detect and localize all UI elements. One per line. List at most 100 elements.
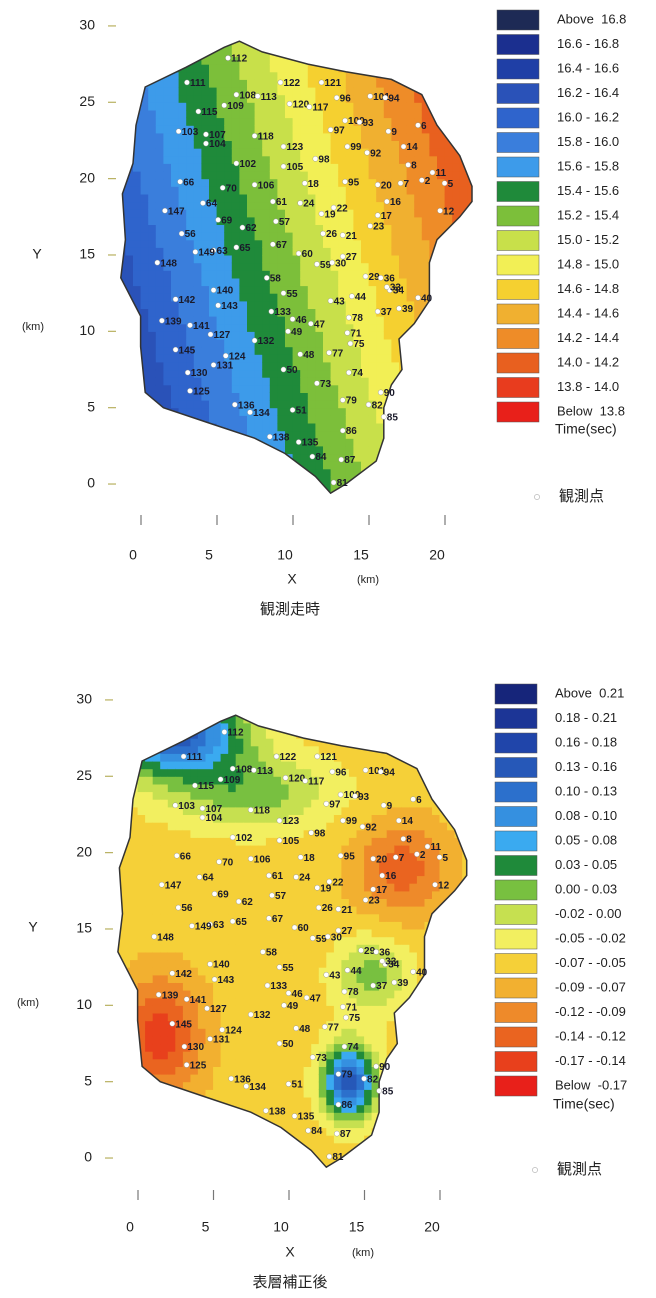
contour-cell — [171, 384, 180, 393]
contour-cell — [193, 102, 202, 111]
contour-cell — [273, 783, 282, 793]
contour-cell — [399, 445, 408, 455]
contour-cell — [117, 997, 124, 1006]
contour-cell — [175, 890, 184, 899]
contour-cell — [323, 484, 332, 493]
contour-cell — [140, 132, 149, 141]
contour-cell — [117, 1135, 124, 1144]
contour-cell — [353, 255, 362, 264]
contour-cell — [163, 216, 172, 225]
contour-cell — [467, 453, 473, 462]
contour-cell — [303, 799, 312, 808]
contour-cell — [288, 845, 297, 854]
contour-cell — [152, 829, 161, 838]
contour-cell — [277, 407, 286, 416]
contour-cell — [429, 415, 438, 424]
contour-cell — [383, 453, 392, 462]
contour-cell — [338, 117, 347, 126]
contour-cell — [277, 117, 286, 126]
contour-cell — [216, 193, 225, 203]
contour-cell — [209, 224, 218, 233]
y-tick-label: 20 — [79, 169, 95, 185]
contour-cell — [345, 140, 354, 149]
contour-cell — [182, 822, 192, 831]
contour-cell — [213, 944, 222, 953]
contour-cell — [414, 26, 422, 34]
contour-cell — [285, 415, 294, 424]
contour-cell — [228, 806, 237, 815]
contour-cell — [163, 277, 172, 287]
contour-cell — [315, 155, 324, 164]
contour-cell — [239, 155, 248, 164]
contour-cell — [197, 898, 207, 907]
contour-cell — [437, 308, 446, 317]
contour-cell — [155, 148, 164, 157]
contour-cell — [353, 109, 362, 119]
contour-cell — [361, 438, 370, 447]
contour-cell — [239, 102, 248, 111]
contour-cell — [171, 239, 180, 248]
contour-cell — [300, 407, 309, 416]
contour-cell — [262, 400, 271, 409]
contour-cell — [265, 951, 275, 961]
contour-cell — [193, 476, 202, 485]
contour-cell — [120, 484, 126, 493]
contour-cell — [315, 316, 324, 325]
contour-cell — [330, 354, 339, 363]
contour-cell — [307, 201, 316, 210]
contour-cell — [171, 308, 180, 317]
contour-cell — [250, 715, 259, 716]
contour-cell — [140, 361, 149, 371]
station-label: 47 — [314, 319, 326, 330]
contour-cell — [231, 94, 240, 103]
contour-cell — [155, 323, 164, 332]
contour-cell — [383, 232, 392, 241]
contour-cell — [475, 34, 483, 42]
contour-cell — [133, 56, 142, 65]
contour-cell — [391, 64, 400, 73]
contour-cell — [125, 239, 134, 248]
contour-cell — [205, 745, 214, 754]
contour-cell — [281, 1013, 290, 1022]
contour-cell — [338, 384, 347, 393]
contour-cell — [311, 1074, 320, 1083]
contour-cell — [122, 715, 131, 716]
contour-cell — [137, 1112, 146, 1121]
contour-cell — [125, 64, 134, 73]
contour-cell — [330, 186, 339, 195]
contour-cell — [318, 959, 327, 968]
contour-cell — [262, 438, 271, 447]
station-label: 149 — [198, 248, 215, 259]
contour-cell — [361, 48, 370, 57]
contour-cell — [307, 41, 316, 42]
contour-cell — [292, 262, 301, 271]
contour-cell — [383, 224, 392, 233]
contour-cell — [133, 484, 142, 493]
contour-cell — [235, 875, 244, 884]
contour-cell — [220, 738, 229, 747]
contour-cell — [224, 193, 233, 203]
contour-cell — [273, 829, 282, 838]
contour-cell — [232, 26, 240, 34]
contour-cell — [228, 814, 237, 823]
contour-cell — [311, 1081, 320, 1090]
station-label: 141 — [193, 321, 210, 332]
contour-cell — [265, 1142, 275, 1151]
contour-cell — [444, 270, 453, 279]
contour-cell — [318, 875, 327, 884]
contour-cell — [265, 1035, 275, 1045]
contour-cell — [258, 1074, 267, 1083]
contour-cell — [368, 239, 377, 248]
contour-cell — [300, 102, 309, 111]
contour-cell — [167, 822, 176, 831]
contour-cell — [258, 929, 267, 938]
contour-cell — [228, 1135, 237, 1144]
contour-cell — [125, 209, 134, 218]
contour-cell — [190, 860, 199, 869]
contour-cell — [145, 936, 154, 945]
contour-cell — [193, 201, 202, 210]
contour-cell — [125, 255, 134, 264]
contour-cell — [353, 148, 362, 157]
contour-cell — [475, 87, 483, 95]
